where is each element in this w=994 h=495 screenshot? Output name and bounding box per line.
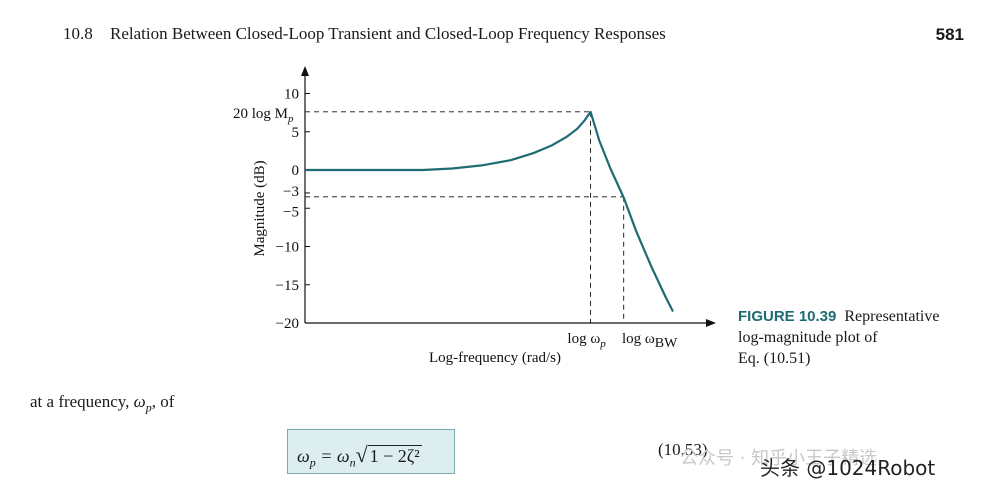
peak-label: 20 log Mp [233,106,294,125]
x-marker-label-peak: log ωp [567,331,606,350]
running-title: Relation Between Closed-Loop Transient a… [110,24,666,43]
watermark-faint: 公众号 · 知乎小王子精选 [680,448,878,469]
body-paragraph: at a frequency, ωp, of [30,392,174,415]
figure-caption: FIGURE 10.39 Representative log-magnitude… [738,306,978,369]
radical-sign: √ [355,442,368,467]
y-tick-label: 0 [292,163,300,179]
caption-line-1: Representative [844,308,940,325]
x-axis-arrow [706,319,716,327]
magnitude-curve [305,110,674,313]
body-omega-var: ω [133,392,146,411]
section-number: 10.8 [63,24,93,43]
peak-label-sub: p [287,113,294,125]
y-tick-label: −20 [276,316,299,332]
y-tick-label: 10 [284,87,299,103]
x-marker-sub: p [599,338,606,350]
x-marker-sub: BW [655,336,678,351]
body-omega-sub: p [145,400,152,415]
x-marker-main: log ω [567,331,600,347]
x-axis-label: Log-frequency (rad/s) [429,350,561,366]
watermark-text: 头条 @1024Robot [760,456,936,480]
eq-lhs-sub: p [309,455,316,470]
peak-label-main: 20 log M [233,106,288,122]
figure-label: FIGURE 10.39 [738,308,837,325]
eq-radicand: 1 − 2ζ² [367,445,422,466]
y-tick-label: −15 [276,278,299,294]
x-marker-label-bw: log ωBW [622,331,678,351]
y-axis-label: Magnitude (dB) [252,160,268,256]
y-tick-label: 5 [292,125,300,141]
equation-number: (10.53) [658,440,708,459]
y-tick-label: −3 [283,184,299,200]
body-text-prefix: at a frequency, [30,392,134,411]
eq-lhs: ω [297,446,310,466]
y-axis-arrow [301,66,309,76]
body-text-suffix: , of [151,392,175,411]
eq-equals-omega: = ω [315,446,350,466]
page-number: 581 [935,25,964,44]
y-tick-label: −5 [283,204,299,220]
x-marker-main: log ω [622,331,655,347]
caption-line-2: log-magnitude plot of [738,329,878,346]
caption-line-3: Eq. (10.51) [738,350,811,367]
y-tick-label: −10 [276,240,299,256]
equation: ωp = ωn√ 1 − 2ζ² [297,442,422,471]
eq-rhs-sub: n [349,455,356,470]
equation-box [287,429,455,474]
